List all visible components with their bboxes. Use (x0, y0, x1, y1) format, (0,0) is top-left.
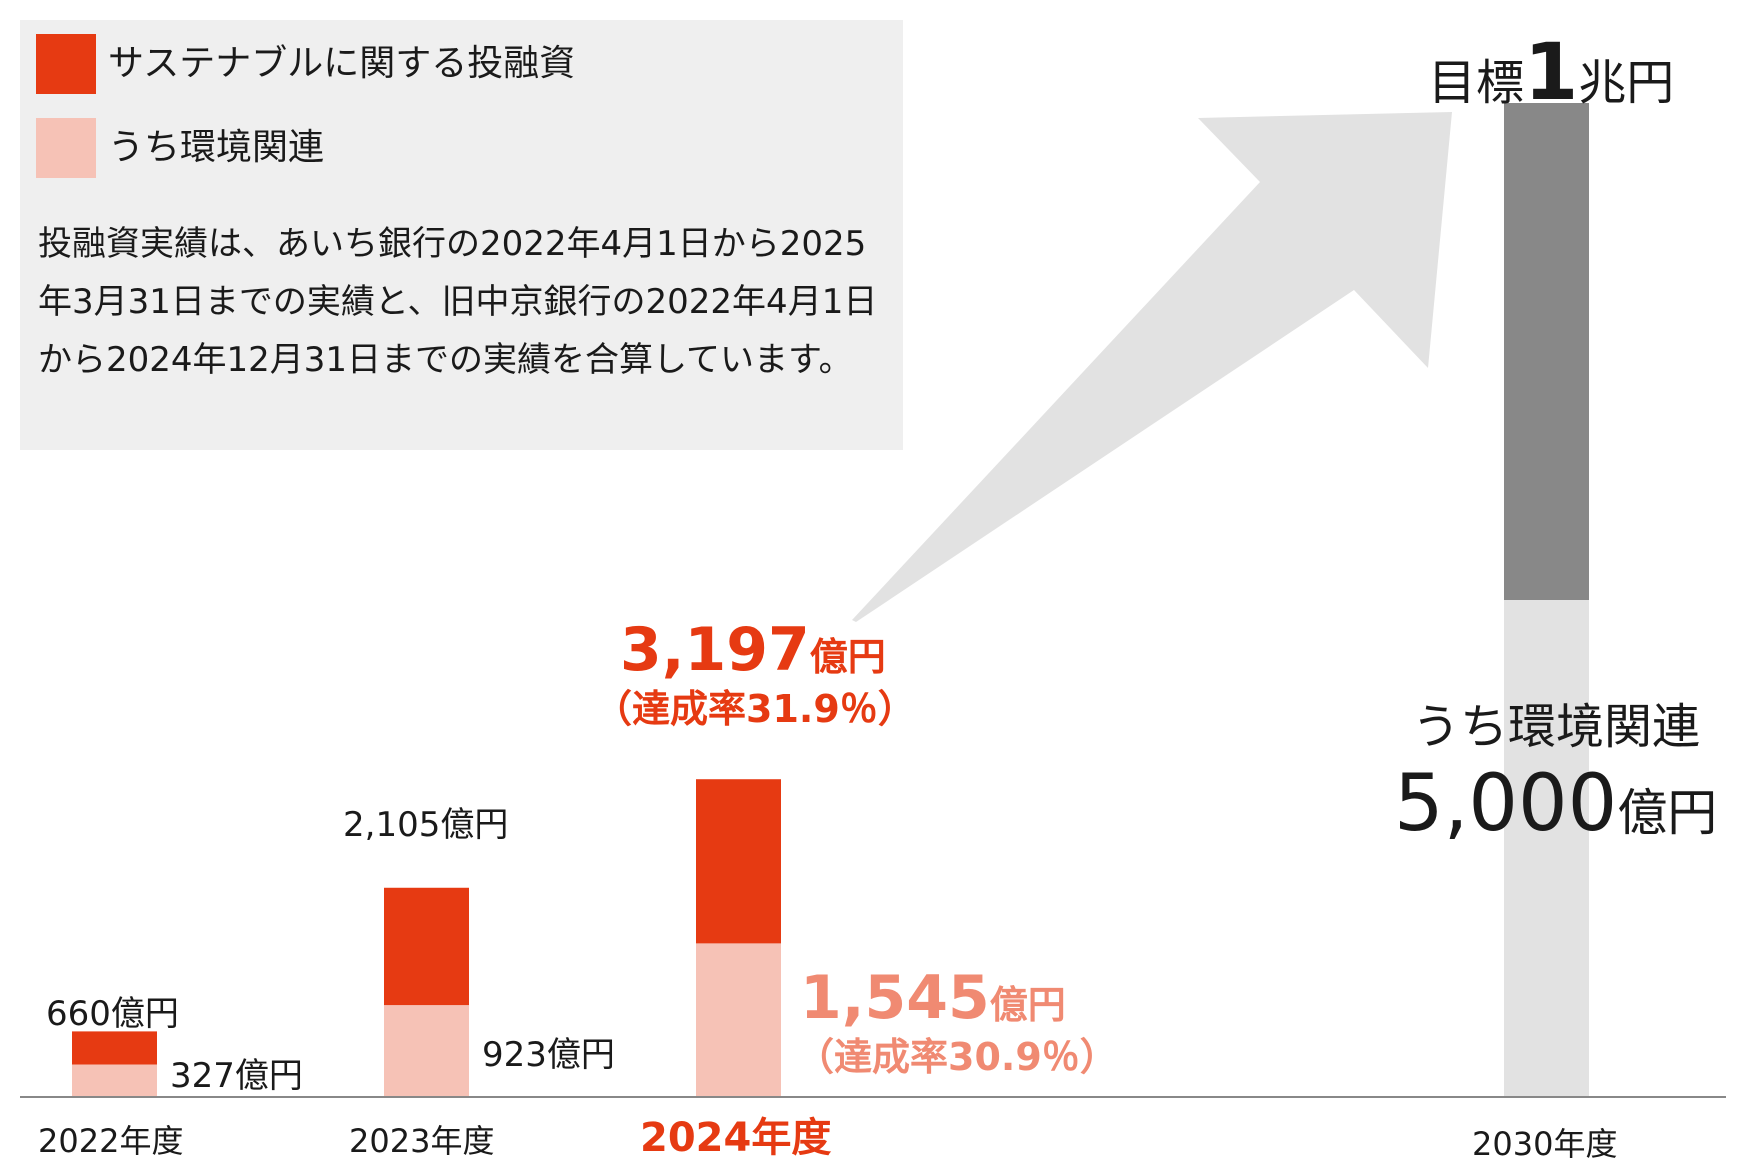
target-suffix: 兆円 (1578, 55, 1675, 111)
bar-env-2023 (384, 1005, 469, 1097)
bar-env-2030 (1504, 600, 1589, 1097)
target-env-amount: 5,000億円 (1394, 765, 1717, 843)
legend-item-environment: うち環境関連 (36, 118, 324, 178)
legend-swatch-sustainable (36, 34, 96, 94)
legend-item-sustainable: サステナブルに関する投融資 (36, 34, 575, 94)
target-title: 目標1兆円 (1428, 34, 1674, 112)
highlight-env-unit: 億円 (989, 983, 1066, 1027)
x-tick-label-2024: 2024年度 (640, 1115, 832, 1161)
highlight-env-value: 1,545 (800, 963, 990, 1033)
bar-label-total-2023: 2,105億円 (343, 805, 509, 845)
highlight-total-rate: （達成率31.9％） (594, 687, 916, 731)
bar-env-2024 (696, 943, 781, 1097)
x-tick-label-2022: 2022年度 (38, 1122, 184, 1160)
bar-total-2030 (1504, 103, 1589, 600)
highlight-total-label: 3,197億円 (620, 620, 886, 680)
legend-label-environment: うち環境関連 (108, 127, 325, 168)
target-env-value: 5,000 (1394, 759, 1618, 849)
bar-total-2024 (696, 779, 781, 944)
target-prefix: 目標 (1428, 55, 1525, 111)
growth-arrow (852, 112, 1452, 622)
target-number: 1 (1524, 28, 1579, 118)
highlight-total-value: 3,197 (620, 615, 810, 685)
bar-label-env-2022: 327億円 (170, 1056, 303, 1096)
bar-total-2022 (72, 1031, 157, 1065)
bar-label-env-2023: 923億円 (482, 1035, 615, 1075)
x-tick-label-2023: 2023年度 (349, 1122, 495, 1160)
legend-label-sustainable: サステナブルに関する投融資 (108, 43, 576, 84)
target-env-label: うち環境関連 (1412, 699, 1701, 755)
bar-total-2023 (384, 887, 469, 1006)
legend-swatch-environment (36, 118, 96, 178)
legend-panel: サステナブルに関する投融資 うち環境関連 投融資実績は、あいち銀行の2022年4… (20, 20, 903, 450)
legend-note: 投融資実績は、あいち銀行の2022年4月1日から2025年3月31日までの実績と… (38, 224, 878, 380)
bar-label-total-2022: 660億円 (46, 994, 179, 1034)
x-tick-label-2030: 2030年度 (1472, 1125, 1618, 1163)
bar-env-2022 (72, 1064, 157, 1097)
highlight-total-unit: 億円 (809, 635, 886, 679)
highlight-env-rate: （達成率30.9％） (796, 1035, 1118, 1079)
highlight-env-label: 1,545億円 (800, 968, 1066, 1028)
target-env-unit: 億円 (1617, 784, 1718, 842)
